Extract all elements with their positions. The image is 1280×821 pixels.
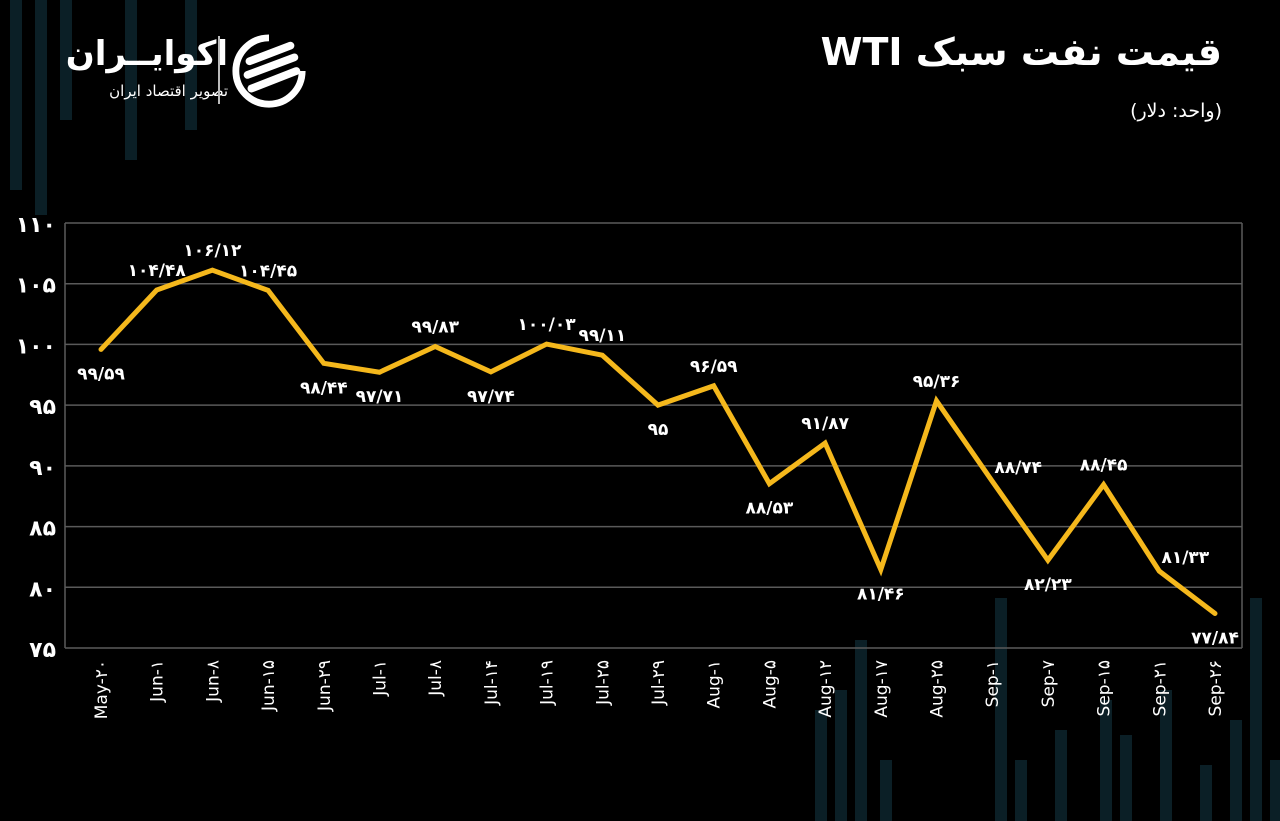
bg-bar (855, 640, 867, 821)
x-axis: May-۲۰ Jun-۱ Jun-۸ Jun-۱۵ Jun-۲۹ Jul-۱ Jul-۸ Ju… (92, 660, 1226, 719)
data-point-label: ۹۵/۳۶ (913, 372, 961, 392)
x-tick-label: Aug-۲۵ (928, 660, 948, 718)
x-tick-label: May-۲۰ (92, 660, 112, 719)
bg-bar (995, 598, 1007, 821)
data-point-label: ۸۲/۲۳ (1024, 575, 1072, 595)
x-tick-label: Jun-۱ (148, 660, 168, 703)
y-tick-label: ۱۰۵ (16, 274, 56, 299)
y-tick-label: ۱۱۰ (16, 213, 56, 238)
logo: اکوایــران تصویر اقتصاد ایران (40, 30, 320, 110)
x-tick-label: Aug-۱۷ (872, 660, 892, 718)
bg-bar (835, 690, 847, 821)
data-point-label: ۱۰۴/۴۸ (128, 261, 187, 281)
data-point-label: ۸۸/۷۴ (994, 458, 1042, 478)
gridlines (64, 222, 1243, 649)
x-tick-label: Sep-۱۵ (1095, 660, 1115, 716)
x-tick-label: Jul-۲۵ (593, 660, 613, 706)
y-tick-label: ۹۰ (29, 456, 56, 481)
x-tick-label: Jul-۲۹ (649, 660, 669, 706)
x-tick-label: Jun-۲۹ (315, 660, 335, 712)
y-tick-label: ۱۰۰ (16, 334, 56, 359)
x-tick-label: Aug-۱ (705, 660, 725, 708)
chart-unit-subtitle: (واحد: دلار) (1130, 100, 1222, 122)
x-tick-label: Sep-۲۱ (1150, 660, 1170, 716)
bg-bar (815, 710, 827, 821)
x-tick-label: Aug-۱۲ (816, 660, 836, 718)
x-tick-label: Jun-۱۵ (259, 660, 279, 712)
x-tick-label: Jul-۱ (371, 660, 391, 697)
logo-tagline: تصویر اقتصاد ایران (109, 82, 228, 100)
x-tick-label: Sep-۷ (1039, 660, 1059, 707)
x-tick-label: Jul-۱۹ (538, 660, 558, 706)
wti-price-line (98, 267, 1218, 617)
bg-bar (1270, 760, 1280, 821)
bg-bar (880, 760, 892, 821)
bg-bar (1015, 760, 1027, 821)
bg-bar (185, 0, 197, 130)
data-point-label: ۱۰۴/۴۵ (239, 261, 297, 281)
x-tick-label: Jul-۸ (426, 660, 446, 697)
data-point-label: ۱۰۶/۱۲ (183, 241, 242, 261)
data-point-label: ۹۸/۴۴ (300, 378, 348, 398)
ecoiran-logo-icon (232, 34, 306, 108)
bg-bar (1230, 720, 1242, 821)
data-point-label: ۸۱/۴۶ (857, 585, 905, 605)
data-point-label: ۹۷/۷۴ (467, 387, 515, 407)
data-point-label: ۹۹/۵۹ (77, 364, 125, 384)
data-point-label: ۹۵ (648, 420, 669, 440)
bg-bar (35, 0, 47, 215)
data-point-label: ۸۸/۴۵ (1080, 456, 1128, 476)
data-point-label: ۹۶/۵۹ (690, 357, 738, 377)
data-point-label: ۹۱/۸۷ (801, 414, 849, 434)
data-point-label: ۹۹/۸۳ (411, 317, 459, 337)
x-tick-label: Sep-۱ (983, 660, 1003, 707)
y-tick-label: ۷۵ (29, 638, 56, 663)
x-tick-label: Aug-۵ (760, 660, 780, 708)
bg-bar (125, 0, 137, 160)
data-point-label: ۸۸/۵۳ (746, 499, 794, 519)
bg-bar (1160, 690, 1172, 821)
y-axis: ۷۵ ۸۰ ۸۵ ۹۰ ۹۵ ۱۰۰ ۱۰۵ ۱۱۰ (16, 213, 56, 663)
data-point-label: ۸۱/۳۳ (1161, 548, 1209, 568)
bg-bar (10, 0, 22, 190)
y-tick-label: ۸۰ (29, 577, 56, 602)
y-tick-label: ۹۵ (29, 395, 56, 420)
bg-bar (1100, 700, 1112, 821)
bg-bar (60, 0, 72, 120)
logo-divider (218, 36, 220, 104)
bg-bar (1055, 730, 1067, 821)
data-point-label: ۹۷/۷۱ (356, 387, 404, 407)
data-point-label: ۷۷/۸۴ (1191, 629, 1239, 649)
bg-bar (1120, 735, 1132, 821)
data-point-label: ۱۰۰/۰۳ (518, 315, 577, 335)
bg-bar (1250, 598, 1262, 821)
logo-brand-name: اکوایــران (65, 34, 228, 74)
y-tick-label: ۸۵ (29, 517, 56, 542)
x-tick-label: Jun-۸ (203, 660, 223, 703)
data-point-label: ۹۹/۱۱ (578, 326, 626, 346)
chart-title: قیمت نفت سبک WTI (820, 30, 1222, 74)
x-tick-label: Jul-۱۴ (482, 660, 502, 706)
x-tick-label: Sep-۲۶ (1206, 660, 1226, 716)
bg-bar (1200, 765, 1212, 821)
